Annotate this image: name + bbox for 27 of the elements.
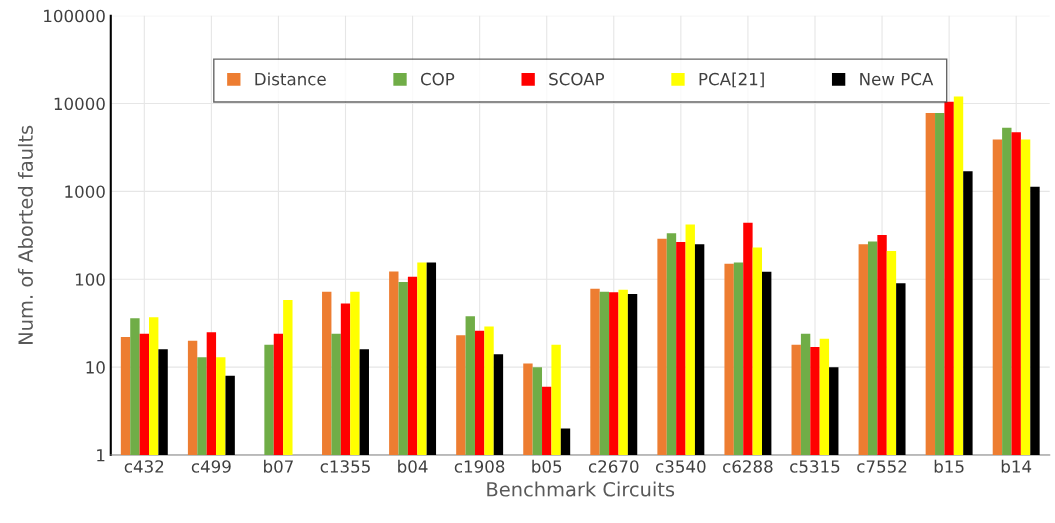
legend-label: SCOAP — [549, 72, 605, 86]
legend-label: New PCA — [860, 72, 934, 86]
x-tick-label: c1355 — [320, 460, 370, 473]
x-tick-label: c432 — [124, 460, 164, 473]
x-tick-label: c6288 — [723, 460, 773, 473]
legend-label: PCA[21] — [699, 72, 764, 88]
x-tick-label: b05 — [532, 459, 562, 473]
y-tick-label: 10000 — [54, 97, 105, 111]
x-tick-label: b14 — [1001, 459, 1032, 473]
x-tick-label: c2670 — [588, 460, 639, 473]
legend-label: Distance — [255, 72, 326, 86]
x-tick-label: c5315 — [790, 460, 840, 473]
x-tick-label: c499 — [191, 460, 231, 473]
x-tick-label: c3540 — [655, 460, 706, 473]
x-tick-label: b15 — [934, 459, 964, 473]
y-axis-title: Num. of Aborted faults — [17, 125, 33, 344]
x-axis-title: Benchmark Circuits — [487, 481, 675, 497]
y-tick-label: 10 — [86, 361, 105, 374]
x-tick-label: c1908 — [454, 460, 505, 473]
x-tick-label: b07 — [264, 459, 293, 473]
y-tick-label: 1 — [97, 449, 105, 462]
y-tick-label: 100 — [75, 273, 105, 286]
y-tick-label: 1000 — [65, 185, 105, 198]
y-tick-label: 100000 — [44, 9, 105, 23]
legend-label: COP — [420, 72, 455, 86]
x-tick-label: b04 — [398, 459, 428, 473]
x-tick-label: c7552 — [857, 460, 907, 473]
